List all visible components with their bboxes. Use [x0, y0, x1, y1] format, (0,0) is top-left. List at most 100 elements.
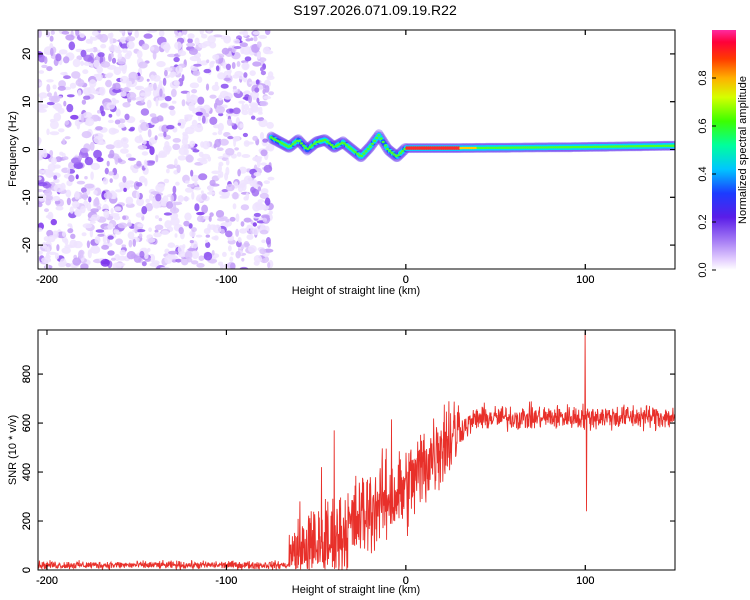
noise-blob — [142, 139, 147, 145]
track-core — [655, 144, 659, 148]
noise-blob — [162, 77, 167, 86]
noise-blob — [262, 217, 267, 223]
noise-blob — [50, 30, 55, 35]
track-core — [579, 145, 583, 149]
noise-blob — [38, 54, 46, 63]
noise-blob — [67, 228, 74, 234]
noise-blob — [154, 215, 160, 219]
colorbar-ticks: 0.0 0.2 0.4 0.6 0.8 — [697, 70, 716, 278]
noise-blob — [38, 151, 44, 159]
noise-blob — [213, 34, 223, 38]
noise-blob — [189, 230, 196, 237]
noise-blob — [166, 168, 170, 174]
noise-blob — [125, 36, 136, 42]
x-tick-label: 100 — [576, 274, 594, 286]
noise-blob — [93, 59, 100, 68]
noise-blob — [140, 121, 149, 131]
y-tick-label: 800 — [21, 365, 33, 383]
noise-blob — [221, 189, 229, 193]
track-core — [293, 141, 297, 144]
track-core — [299, 142, 303, 145]
noise-blob — [261, 214, 270, 219]
noise-blob — [89, 229, 94, 238]
noise-blob — [46, 79, 54, 83]
noise-blob — [113, 139, 124, 149]
track-core — [622, 145, 627, 148]
noise-blob — [126, 251, 136, 260]
noise-blob — [122, 102, 131, 108]
noise-blob — [168, 105, 175, 111]
noise-blob — [194, 181, 198, 186]
noise-blob — [170, 71, 177, 77]
noise-blob — [124, 113, 130, 121]
noise-blob — [41, 257, 52, 264]
noise-blob — [72, 58, 81, 68]
noise-blob — [219, 171, 224, 178]
noise-blob — [99, 33, 109, 43]
x-tick-label: -200 — [36, 274, 58, 286]
y-tick-label: 0 — [21, 146, 33, 152]
track-core — [469, 146, 474, 150]
noise-blob — [259, 192, 269, 199]
noise-blob — [154, 229, 159, 233]
y-tick-label: 600 — [21, 414, 33, 432]
track-core — [616, 145, 620, 148]
track-core — [297, 139, 301, 143]
noise-blob — [149, 146, 155, 156]
noise-blob — [253, 255, 262, 263]
track-core — [422, 146, 426, 150]
top-y-axis-label: Frequency (Hz) — [7, 111, 19, 187]
noise-blob — [61, 30, 70, 35]
track-core — [627, 145, 631, 148]
noise-blob — [193, 63, 202, 67]
noise-blob — [145, 198, 150, 203]
noise-blob — [207, 191, 216, 195]
noise-blob — [69, 239, 78, 248]
noise-blob — [201, 115, 206, 124]
noise-blob — [58, 80, 66, 88]
noise-blob — [153, 82, 157, 91]
noise-blob — [241, 257, 245, 262]
noise-blob — [91, 30, 99, 36]
noise-blob — [78, 154, 83, 161]
noise-blob — [195, 234, 203, 238]
top-x-axis-label: Height of straight line (km) — [292, 285, 420, 297]
noise-blob — [215, 106, 226, 114]
noise-blob — [69, 82, 77, 89]
noise-blob — [257, 84, 264, 91]
y-tick-label: 0 — [21, 567, 33, 573]
noise-blob — [47, 211, 54, 221]
noise-blob — [120, 91, 127, 97]
noise-blob — [268, 91, 274, 96]
noise-blob — [201, 204, 209, 214]
x-tick-label: 100 — [576, 274, 594, 286]
y-tick-label: 0 — [21, 146, 33, 152]
heatmap-track — [266, 129, 675, 163]
noise-blob — [159, 88, 163, 97]
track-core — [377, 134, 381, 137]
noise-blob — [152, 88, 160, 98]
noise-blob — [174, 41, 183, 50]
noise-blob — [135, 182, 143, 187]
x-tick-label: -100 — [215, 575, 237, 587]
track-core — [398, 152, 403, 155]
noise-blob — [177, 245, 185, 255]
noise-blob — [47, 92, 52, 97]
noise-blob — [74, 190, 80, 200]
track-core — [523, 146, 527, 149]
noise-blob — [260, 162, 267, 166]
noise-blob — [259, 229, 269, 235]
noise-blob — [38, 176, 42, 181]
noise-blob — [236, 151, 242, 157]
track-core — [558, 146, 562, 149]
noise-blob — [177, 50, 187, 57]
noise-blob — [121, 65, 127, 74]
noise-blob — [103, 192, 113, 199]
noise-blob — [191, 89, 198, 94]
y-tick-label: 20 — [21, 48, 33, 60]
x-tick-label: 0 — [403, 274, 409, 286]
noise-blob — [220, 263, 224, 269]
noise-blob — [102, 177, 109, 185]
noise-blob — [66, 103, 74, 113]
